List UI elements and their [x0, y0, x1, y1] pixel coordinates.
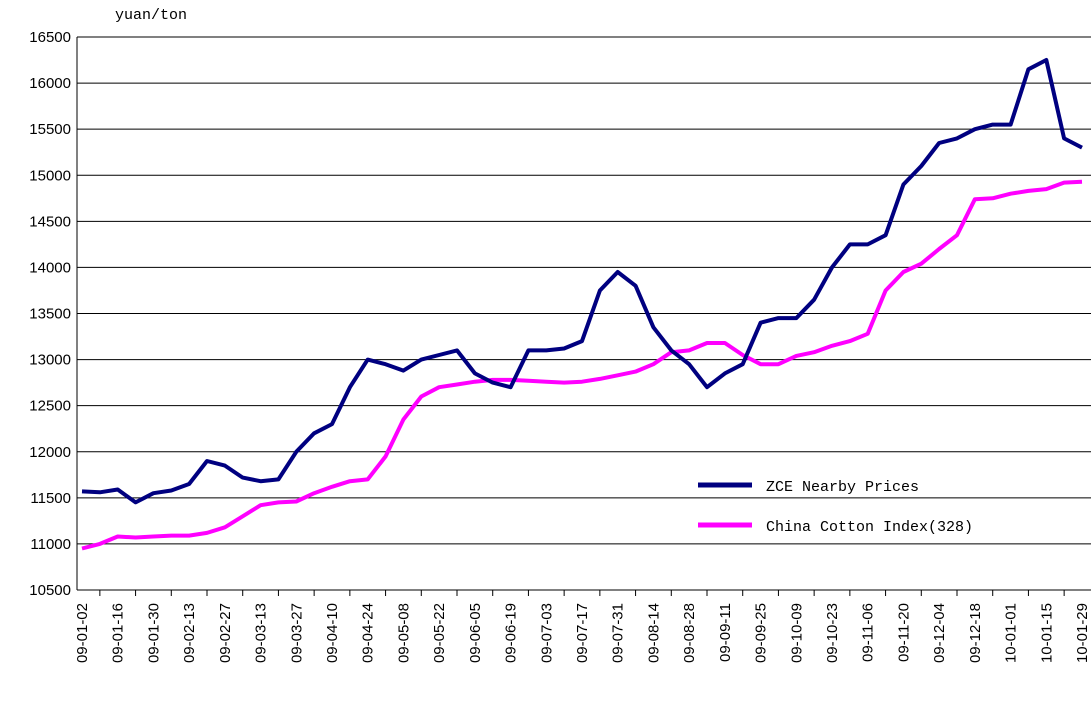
x-tick-label: 09-07-31 [610, 603, 627, 663]
x-tick-label: 09-06-05 [467, 603, 484, 663]
y-tick-label: 15000 [29, 167, 71, 184]
x-tick-label: 10-01-29 [1074, 603, 1091, 663]
y-tick-label: 11500 [30, 490, 71, 507]
x-tick-label: 09-05-22 [431, 603, 448, 663]
y-tick-label: 13000 [29, 352, 71, 369]
x-tick-label: 10-01-15 [1038, 603, 1055, 663]
x-tick-label: 09-04-24 [360, 603, 377, 663]
y-tick-label: 16000 [29, 75, 71, 92]
x-tick-label: 09-10-23 [824, 603, 841, 663]
y-tick-label: 12000 [29, 444, 71, 461]
x-tick-label: 09-06-19 [503, 603, 520, 663]
x-tick-label: 09-01-30 [145, 603, 162, 663]
y-tick-label: 16500 [29, 29, 71, 46]
legend-label: China Cotton Index(328) [766, 519, 973, 536]
x-tick-label: 09-04-10 [324, 603, 341, 663]
x-tick-label: 09-05-08 [395, 603, 412, 663]
x-tick-label: 09-09-11 [717, 603, 734, 662]
y-tick-label: 10500 [29, 582, 71, 599]
series-line [81, 58, 1083, 505]
legend-label: ZCE Nearby Prices [766, 479, 919, 496]
x-tick-label: 09-03-13 [253, 603, 270, 663]
x-tick-label: 09-08-28 [681, 603, 698, 663]
x-tick-label: 09-01-02 [74, 603, 91, 663]
y-tick-label: 12500 [29, 398, 71, 415]
x-tick-label: 09-11-20 [895, 603, 912, 662]
x-tick-label: 09-12-04 [931, 603, 948, 663]
x-tick-label: 09-01-16 [110, 603, 127, 663]
x-tick-label: 09-09-25 [753, 603, 770, 663]
y-tick-label: 14500 [29, 213, 71, 230]
x-tick-label: 09-12-18 [967, 603, 984, 663]
x-tick-label: 10-01-01 [1003, 603, 1020, 663]
y-tick-label: 11000 [30, 536, 71, 553]
y-tick-label: 14000 [29, 259, 71, 276]
x-tick-label: 09-02-27 [217, 603, 234, 663]
x-tick-label: 09-11-06 [860, 603, 877, 662]
x-tick-label: 09-03-27 [288, 603, 305, 663]
x-tick-label: 09-07-17 [574, 603, 591, 663]
y-tick-label: 15500 [29, 121, 71, 138]
x-tick-label: 09-10-09 [788, 603, 805, 663]
y-tick-label: 13500 [29, 306, 71, 323]
x-tick-label: 09-08-14 [645, 603, 662, 663]
x-tick-label: 09-02-13 [181, 603, 198, 663]
x-tick-label: 09-07-03 [538, 603, 555, 663]
series-line [81, 179, 1083, 551]
y-unit: yuan/ton [115, 7, 187, 24]
